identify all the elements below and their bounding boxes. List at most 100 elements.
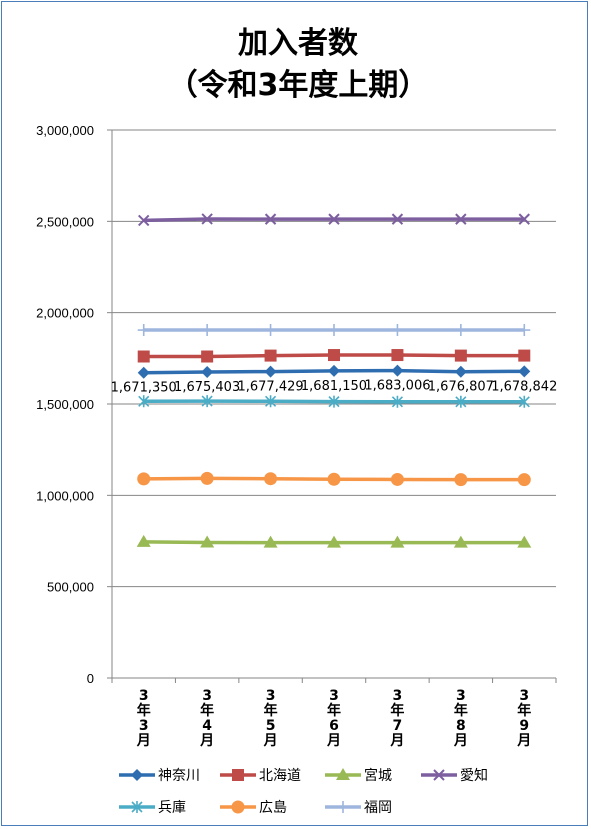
x-tick-char: 月: [136, 733, 151, 749]
x-tick-char: 9: [519, 718, 529, 734]
marker-x: [328, 213, 340, 225]
data-label: 1,676,807: [428, 380, 494, 395]
y-tick-label: 1,000,000: [36, 488, 94, 503]
marker-diamond: [137, 366, 150, 379]
x-tick-char: 年: [390, 702, 404, 719]
x-tick-char: 3: [202, 688, 212, 704]
marker-plus: [337, 801, 349, 813]
x-tick-char: 3: [519, 688, 529, 704]
legend-label: 神奈川: [158, 768, 200, 784]
x-tick-char: 3: [456, 688, 466, 704]
series-愛知: [138, 213, 530, 227]
marker-square: [201, 350, 214, 363]
marker-asterisk: [518, 395, 530, 408]
marker-circle: [390, 472, 404, 486]
marker-diamond: [264, 365, 277, 378]
x-tick-char: 年: [517, 702, 531, 719]
marker-diamond: [131, 769, 143, 781]
x-tick-char: 年: [454, 702, 468, 719]
data-label: 1,677,429: [237, 380, 303, 395]
marker-plus: [518, 324, 531, 337]
marker-plus: [264, 324, 277, 337]
series-兵庫: [138, 395, 530, 408]
marker-asterisk: [328, 395, 340, 408]
marker-square: [264, 349, 277, 362]
x-tick-char: 3: [139, 718, 149, 734]
marker-triangle: [453, 535, 468, 548]
x-tick-char: 年: [137, 702, 151, 719]
marker-triangle: [263, 535, 278, 548]
marker-x: [518, 213, 530, 225]
marker-diamond: [391, 364, 404, 377]
x-tick-char: 3: [393, 688, 403, 704]
x-tick-char: 6: [329, 718, 339, 734]
legend-item: 広島: [220, 800, 287, 816]
legend-label: 広島: [259, 800, 287, 816]
y-tick-label: 2,000,000: [36, 306, 94, 321]
x-tick-char: 7: [393, 718, 403, 734]
legend-item: 神奈川: [119, 768, 200, 784]
marker-triangle: [390, 535, 405, 548]
marker-asterisk: [201, 395, 213, 408]
marker-square: [328, 349, 340, 362]
marker-plus: [391, 324, 404, 337]
data-label: 1,675,403: [174, 380, 240, 395]
marker-diamond: [201, 365, 214, 378]
marker-square: [391, 349, 404, 362]
x-tick-char: 年: [200, 702, 214, 719]
x-tick-char: 3: [139, 688, 149, 704]
x-tick-char: 月: [326, 733, 341, 749]
data-label: 1,683,006: [364, 379, 430, 394]
marker-x: [433, 769, 445, 781]
legend-item: 兵庫: [119, 799, 186, 816]
y-tick-label: 500,000: [47, 580, 94, 595]
series-広島: [137, 471, 531, 487]
marker-square: [518, 349, 531, 362]
marker-asterisk: [455, 395, 467, 408]
marker-x: [201, 213, 213, 225]
marker-triangle: [327, 535, 341, 548]
marker-plus: [454, 324, 467, 337]
marker-x: [138, 214, 150, 227]
data-labels: 1,671,3501,675,4031,677,4291,681,1501,68…: [111, 379, 558, 396]
marker-circle: [231, 800, 245, 814]
marker-diamond: [328, 364, 340, 377]
marker-triangle: [200, 535, 215, 548]
marker-x: [455, 213, 467, 225]
marker-square: [137, 350, 150, 363]
marker-asterisk: [265, 395, 277, 408]
legend-item: 宮城: [325, 768, 392, 784]
marker-square: [232, 769, 244, 781]
marker-asterisk: [131, 801, 143, 813]
series-北海道: [137, 349, 531, 363]
legend-item: 北海道: [220, 768, 301, 784]
data-label: 1,678,842: [491, 379, 557, 394]
y-tick-label: 3,000,000: [36, 123, 94, 138]
marker-diamond: [454, 365, 467, 378]
marker-x: [391, 213, 404, 225]
x-tick-char: 3: [266, 688, 276, 704]
legend-item: 愛知: [421, 767, 488, 784]
marker-diamond: [518, 365, 531, 378]
marker-square: [454, 349, 467, 362]
legend-label: 北海道: [259, 768, 301, 784]
x-tick-char: 月: [389, 733, 404, 749]
legend-label: 宮城: [364, 768, 392, 784]
x-tick-char: 月: [199, 733, 214, 749]
x-tick-char: 月: [453, 733, 468, 749]
chart-title-line-2: （令和3年度上期）: [168, 68, 429, 103]
legend-label: 福岡: [364, 800, 392, 816]
x-tick-char: 年: [327, 702, 341, 719]
marker-plus: [328, 324, 340, 337]
data-label: 1,671,350: [111, 381, 177, 396]
marker-plus: [137, 324, 150, 337]
x-tick-char: 4: [202, 718, 212, 734]
legend-item: 福岡: [325, 800, 392, 816]
marker-x: [264, 213, 277, 225]
